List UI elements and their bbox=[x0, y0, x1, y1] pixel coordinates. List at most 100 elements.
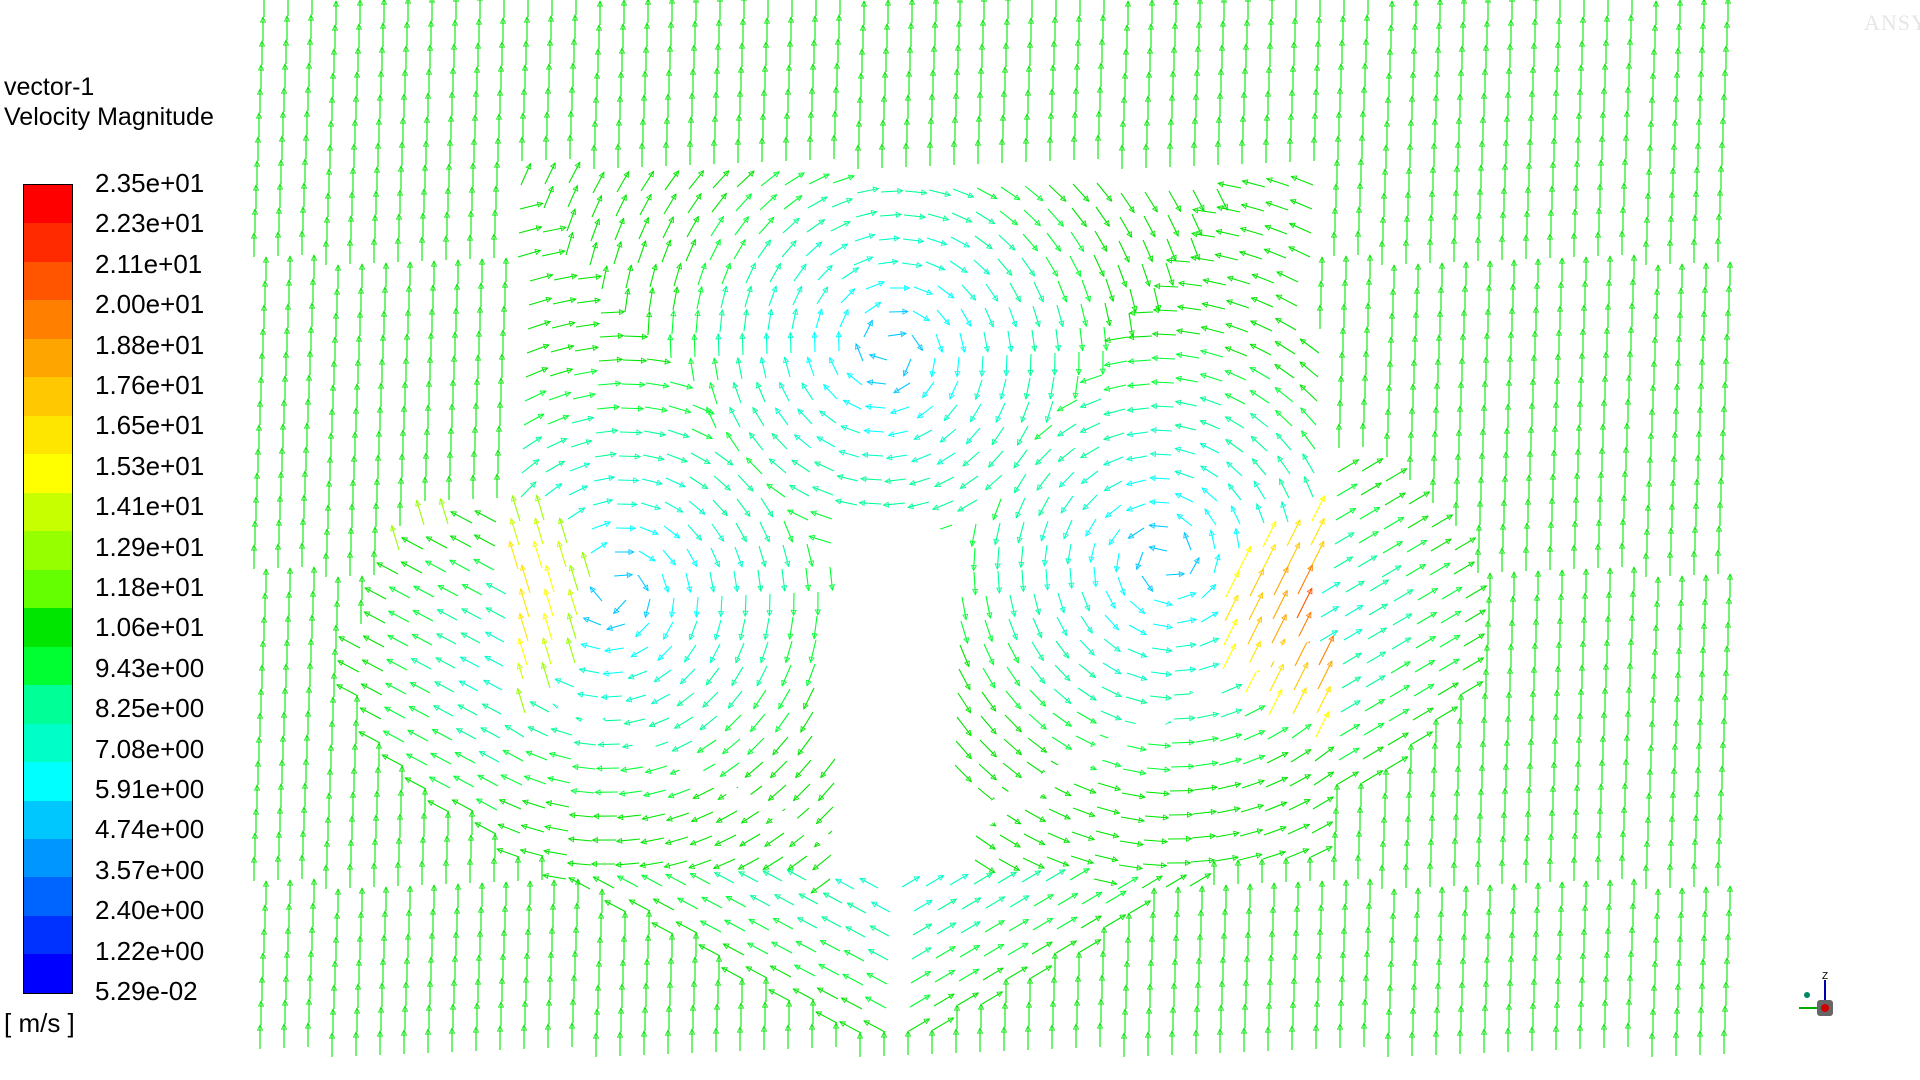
velocity-vector bbox=[524, 390, 547, 402]
velocity-vector bbox=[1393, 589, 1414, 602]
vector-arrowhead bbox=[448, 91, 456, 98]
vector-arrowhead bbox=[1404, 191, 1412, 198]
vector-arrowhead bbox=[1429, 166, 1437, 173]
velocity-vector bbox=[806, 543, 813, 567]
vector-arrowhead bbox=[1648, 408, 1656, 415]
vector-arrowhead bbox=[300, 182, 308, 189]
vector-arrowhead bbox=[1143, 119, 1151, 126]
vector-arrowhead bbox=[761, 65, 769, 72]
vector-arrowhead bbox=[1317, 904, 1325, 911]
vector-arrowhead bbox=[1476, 681, 1484, 688]
velocity-vector bbox=[686, 216, 699, 238]
vector-arrowhead bbox=[1643, 840, 1651, 847]
vector-arrowhead bbox=[550, 727, 558, 734]
vector-arrowhead bbox=[801, 382, 808, 390]
vector-arrowhead bbox=[1602, 663, 1610, 670]
vector-arrowhead bbox=[570, 788, 577, 795]
velocity-vector bbox=[1266, 178, 1290, 187]
vector-arrowhead bbox=[1530, 42, 1538, 49]
vector-arrowhead bbox=[1673, 383, 1681, 390]
vector-arrowhead bbox=[753, 702, 760, 710]
vector-arrowhead bbox=[1403, 661, 1411, 668]
vector-arrowhead bbox=[998, 896, 1006, 903]
velocity-vector bbox=[1043, 544, 1048, 566]
velocity-vector bbox=[566, 208, 576, 232]
vector-arrowhead bbox=[942, 215, 950, 222]
vector-arrowhead bbox=[1233, 830, 1240, 837]
vector-arrowhead bbox=[262, 256, 270, 263]
vector-arrowhead bbox=[442, 235, 450, 242]
velocity-vector bbox=[795, 759, 812, 779]
velocity-vector bbox=[1023, 833, 1046, 846]
vector-arrowhead bbox=[421, 476, 429, 483]
vector-arrowhead bbox=[929, 69, 937, 76]
vector-arrowhead bbox=[1165, 670, 1173, 678]
vector-arrowhead bbox=[1135, 563, 1142, 571]
vector-arrowhead bbox=[452, 931, 460, 938]
velocity-vector bbox=[711, 523, 725, 542]
velocity-vector bbox=[1105, 278, 1114, 302]
velocity-vector bbox=[569, 814, 594, 818]
vector-arrowhead bbox=[1450, 237, 1458, 244]
vector-arrowhead bbox=[1034, 320, 1041, 328]
vector-arrowhead bbox=[1546, 545, 1554, 552]
vector-arrowhead bbox=[1699, 22, 1707, 29]
vector-arrowhead bbox=[965, 775, 973, 783]
velocity-vector bbox=[1024, 809, 1046, 822]
vector-arrowhead bbox=[959, 482, 967, 489]
velocity-vector bbox=[789, 332, 792, 354]
vector-arrowhead bbox=[1534, 882, 1542, 889]
vector-arrowhead bbox=[1506, 667, 1514, 674]
velocity-vector bbox=[1145, 791, 1170, 795]
vector-arrowhead bbox=[1414, 263, 1422, 270]
vector-arrowhead bbox=[796, 285, 803, 293]
vector-arrowhead bbox=[1486, 572, 1494, 579]
vector-arrowhead bbox=[963, 660, 970, 668]
vector-arrowhead bbox=[840, 997, 848, 1004]
vector-arrowhead bbox=[324, 504, 332, 511]
vector-arrowhead bbox=[497, 65, 505, 72]
vector-arrowhead bbox=[1401, 732, 1410, 739]
vector-arrowhead bbox=[714, 840, 722, 846]
velocity-vector bbox=[1127, 383, 1151, 387]
vector-arrowhead bbox=[1698, 358, 1706, 365]
vector-arrowhead bbox=[1094, 915, 1102, 922]
vector-arrowhead bbox=[989, 843, 997, 850]
velocity-vector bbox=[957, 499, 978, 512]
velocity-vector bbox=[1219, 733, 1242, 742]
vector-arrowhead bbox=[1147, 959, 1155, 966]
vector-arrowhead bbox=[1253, 480, 1260, 488]
velocity-vector bbox=[832, 175, 855, 184]
velocity-vector bbox=[1224, 393, 1246, 405]
vector-arrowhead bbox=[568, 86, 576, 93]
vector-arrowhead bbox=[572, 926, 580, 933]
velocity-vector bbox=[1386, 756, 1408, 770]
vector-arrowhead bbox=[1434, 358, 1442, 365]
vector-arrowhead bbox=[1015, 511, 1022, 519]
vector-arrowhead bbox=[616, 240, 623, 248]
vector-arrowhead bbox=[971, 589, 979, 596]
vector-arrowhead bbox=[1257, 803, 1265, 810]
vector-arrowhead bbox=[635, 630, 642, 638]
vector-arrowhead bbox=[1574, 136, 1582, 143]
vector-arrowhead bbox=[722, 943, 730, 950]
velocity-vector bbox=[1150, 453, 1172, 456]
vector-arrowhead bbox=[1126, 430, 1133, 438]
velocity-vector bbox=[1080, 398, 1102, 408]
vector-arrowhead bbox=[1714, 549, 1722, 556]
vector-arrowhead bbox=[819, 940, 827, 946]
velocity-vector bbox=[912, 923, 932, 936]
velocity-vector bbox=[1311, 821, 1333, 834]
vector-arrowhead bbox=[1105, 195, 1113, 202]
vector-arrowhead bbox=[1022, 895, 1030, 902]
vector-arrowhead bbox=[425, 68, 433, 75]
velocity-vector bbox=[1344, 604, 1364, 617]
vector-arrowhead bbox=[560, 438, 568, 444]
vector-arrowhead bbox=[322, 552, 330, 559]
vector-arrowhead bbox=[810, 510, 817, 517]
velocity-vector bbox=[903, 214, 926, 218]
vector-arrowhead bbox=[1402, 239, 1410, 246]
vector-arrowhead bbox=[570, 38, 578, 45]
vector-arrowhead bbox=[1457, 693, 1465, 700]
